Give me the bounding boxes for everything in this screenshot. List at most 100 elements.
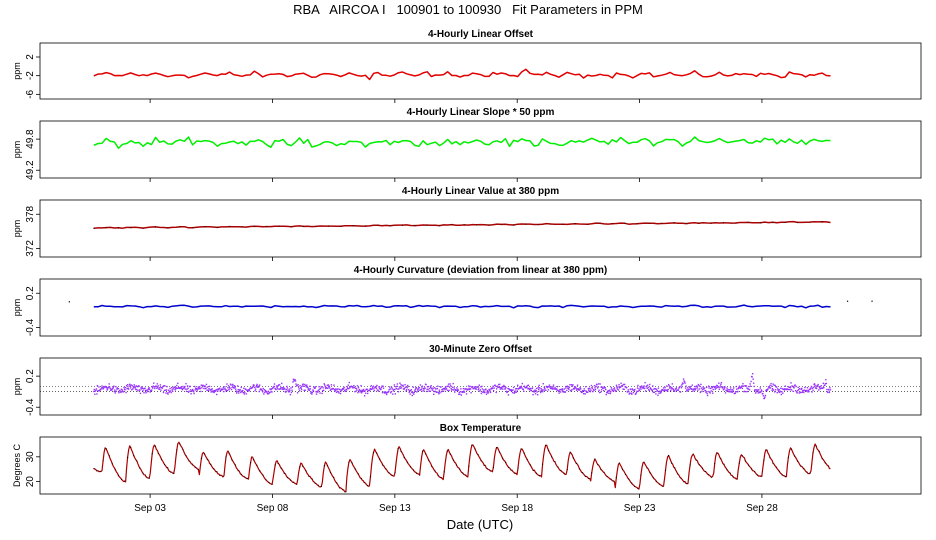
data-point [216,388,218,391]
data-point [772,383,774,385]
data-point [173,472,175,474]
data-point [210,389,213,391]
data-point [486,391,488,393]
data-point [714,463,716,465]
data-point [685,389,688,391]
data-point [514,390,516,392]
data-point [548,450,550,452]
data-point [695,387,697,390]
data-point [327,225,329,227]
data-point [711,386,713,389]
data-point [400,387,403,389]
data-point [571,385,574,387]
data-point [264,391,266,394]
data-point [533,391,536,393]
data-point [549,386,551,388]
data-point [218,388,220,391]
data-point [803,468,805,470]
data-point [340,225,342,227]
data-point [732,390,734,392]
data-point [219,474,221,476]
data-point [583,388,585,390]
data-point [689,464,691,466]
data-point [781,474,783,476]
data-point [300,388,303,391]
data-point [195,388,197,391]
data-point [396,383,399,385]
data-point [197,468,199,470]
data-point [158,388,161,390]
data-point [353,384,355,387]
data-point [208,385,211,388]
data-point [809,472,811,474]
data-point [638,389,641,392]
data-point [537,224,539,226]
data-point [188,390,190,392]
data-point [462,391,464,394]
data-point [117,388,120,390]
data-point [694,385,696,388]
data-point [223,388,226,390]
data-point [594,458,596,460]
data-point [747,221,749,223]
data-point [658,483,660,485]
data-point [478,384,480,386]
data-point [582,390,584,392]
data-point [259,470,261,472]
data-point [171,390,174,393]
data-point [794,384,796,386]
data-point [512,389,514,391]
data-point [653,388,655,390]
data-point [215,393,218,396]
data-point [434,470,436,472]
data-point [701,467,703,469]
data-point [449,453,451,455]
data-point [824,384,826,386]
data-point [616,387,618,389]
data-point [219,390,221,392]
data-point [449,383,451,385]
data-point [113,390,116,393]
data-point [225,456,227,458]
data-point [129,385,131,387]
data-point [190,393,192,395]
data-point [105,448,107,450]
panel-frame [39,436,922,495]
data-point [762,395,765,397]
data-point [777,389,779,392]
data-point [136,385,139,388]
data-point [101,385,103,387]
data-point [167,389,170,391]
data-point [206,386,209,388]
data-point [419,384,422,386]
data-point [503,384,505,387]
data-point [828,391,831,394]
data-point [818,451,820,453]
data-point [487,391,490,393]
chart-main-title: RBA AIRCOA I 100901 to 100930 Fit Parame… [293,2,643,17]
data-point [147,387,150,390]
data-point [714,388,716,390]
data-point [680,385,682,387]
series-line [93,136,831,149]
data-point [320,486,322,488]
data-point [779,390,781,393]
data-point [420,388,423,391]
data-point [500,223,502,225]
data-point [217,390,219,392]
data-point [414,388,417,391]
data-point [563,388,565,390]
data-point [630,392,633,394]
data-point [412,386,414,388]
data-point [503,385,506,388]
data-point [614,389,616,391]
data-point [752,382,755,384]
data-point [268,392,270,395]
data-point [342,489,344,491]
data-point [648,388,650,391]
data-point [566,389,568,392]
data-point [812,452,814,454]
series-markers [93,221,823,229]
data-point [817,383,819,386]
